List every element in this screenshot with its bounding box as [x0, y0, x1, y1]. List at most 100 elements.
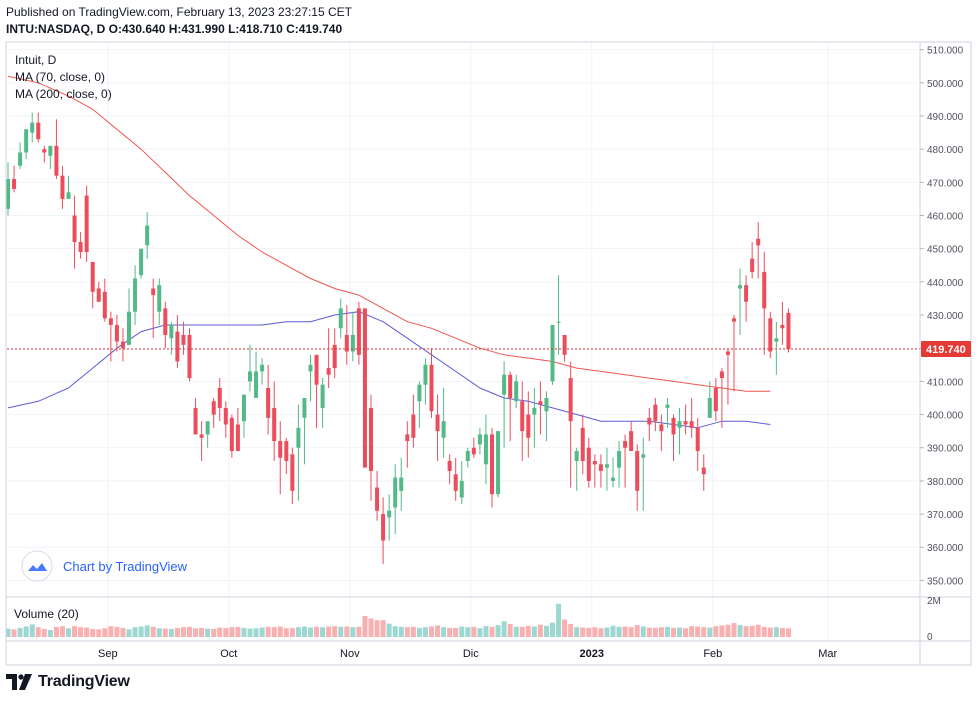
volume-bar	[719, 625, 725, 637]
price-axis: 510.000 500.000 490.000 480.000 470.000 460.0…	[920, 46, 964, 587]
candle-body	[217, 388, 222, 408]
volume-bar	[211, 628, 217, 637]
candle-body	[350, 334, 355, 352]
candle-body	[762, 271, 767, 309]
candle-body	[617, 451, 622, 468]
volume-bar	[531, 626, 537, 637]
x-tick-label: Oct	[220, 648, 237, 660]
candle	[241, 394, 246, 438]
candle-body	[544, 397, 549, 412]
candle-body	[604, 464, 609, 468]
volume-bar	[374, 620, 380, 637]
candle	[725, 348, 730, 405]
symbol-ohlc-line: INTU:NASDAQ, D O:430.640 H:431.990 L:418…	[6, 22, 343, 36]
footer-brand[interactable]: TradingView	[6, 673, 130, 691]
volume-bar	[72, 626, 78, 637]
legend-ma70: MA (70, close, 0)	[15, 70, 105, 84]
candle	[302, 397, 307, 465]
candle-body	[139, 248, 144, 276]
candle-body	[701, 467, 706, 475]
candle-body	[465, 451, 470, 461]
volume-bar	[120, 627, 126, 637]
volume-bar	[66, 628, 71, 637]
candle-body	[423, 364, 428, 385]
volume-bar	[628, 627, 634, 637]
volume-bar	[253, 628, 259, 637]
time-axis: Sep Oct Nov Dic 2023 Feb Mar	[98, 648, 838, 660]
candle	[490, 427, 494, 508]
y-tick-label: 450.000	[927, 245, 964, 256]
candle-body	[296, 427, 301, 448]
candle	[707, 381, 712, 418]
volume-bar	[416, 627, 422, 637]
candle-body	[520, 401, 525, 432]
candle-body	[127, 311, 131, 345]
candle-body	[435, 414, 440, 432]
x-tick-label: Nov	[340, 648, 360, 660]
candle	[604, 447, 609, 491]
candle	[423, 358, 428, 405]
volume-bar	[404, 627, 410, 637]
volume-bar	[550, 622, 555, 637]
candle	[356, 301, 361, 365]
volume-bar	[368, 618, 374, 637]
volume-bar	[677, 627, 683, 637]
candle	[6, 162, 10, 216]
candle-body	[223, 407, 228, 425]
candle	[598, 454, 603, 488]
volume-bar	[229, 627, 235, 637]
candle	[592, 454, 597, 488]
candle-body	[260, 364, 265, 372]
candle-body	[786, 312, 791, 350]
candle	[72, 195, 77, 269]
footer-brand-label: TradingView	[38, 673, 130, 690]
x-tick-label: Dic	[463, 648, 479, 660]
candle-body	[665, 404, 670, 408]
candle	[768, 311, 773, 359]
candle-body	[483, 434, 488, 465]
candle-body	[598, 464, 603, 471]
candle-body	[635, 451, 640, 491]
candle-body	[362, 308, 367, 468]
volume-bar	[471, 626, 477, 637]
candle-body	[145, 225, 150, 246]
ma70-line	[7, 311, 771, 429]
candle-body	[54, 145, 59, 176]
candle	[284, 437, 289, 475]
y-tick-label: 350.000	[927, 576, 964, 587]
y-tick-label: 510.000	[927, 46, 964, 57]
candle	[653, 397, 658, 432]
tradingview-watermark[interactable]: Chart by TradingView	[21, 550, 188, 582]
candle	[235, 407, 240, 452]
volume-bar	[5, 628, 11, 637]
candle	[181, 321, 186, 355]
candle	[574, 447, 579, 491]
candle	[786, 308, 791, 353]
candle	[205, 421, 210, 448]
candle-body	[641, 454, 646, 458]
candle-body	[235, 424, 240, 452]
volume-bar	[435, 625, 441, 637]
candle-body	[713, 388, 718, 412]
volume-bar	[259, 627, 265, 637]
volume-bar	[301, 626, 307, 637]
candle	[151, 278, 156, 339]
candle-body	[193, 407, 198, 435]
volume-bar	[314, 626, 320, 637]
volume-bar	[441, 627, 447, 637]
volume-bar	[713, 626, 719, 637]
candle-body	[550, 324, 555, 382]
volume-bar	[380, 620, 386, 637]
candle-body	[314, 354, 319, 385]
candle	[689, 397, 694, 438]
candle	[465, 447, 470, 468]
volume-bar	[707, 627, 713, 637]
candle	[145, 212, 150, 259]
volume-bar	[174, 627, 180, 637]
moving-averages	[7, 75, 771, 429]
candle	[496, 431, 501, 498]
candle	[744, 275, 749, 322]
candle-body	[768, 318, 773, 352]
candle	[60, 165, 65, 209]
